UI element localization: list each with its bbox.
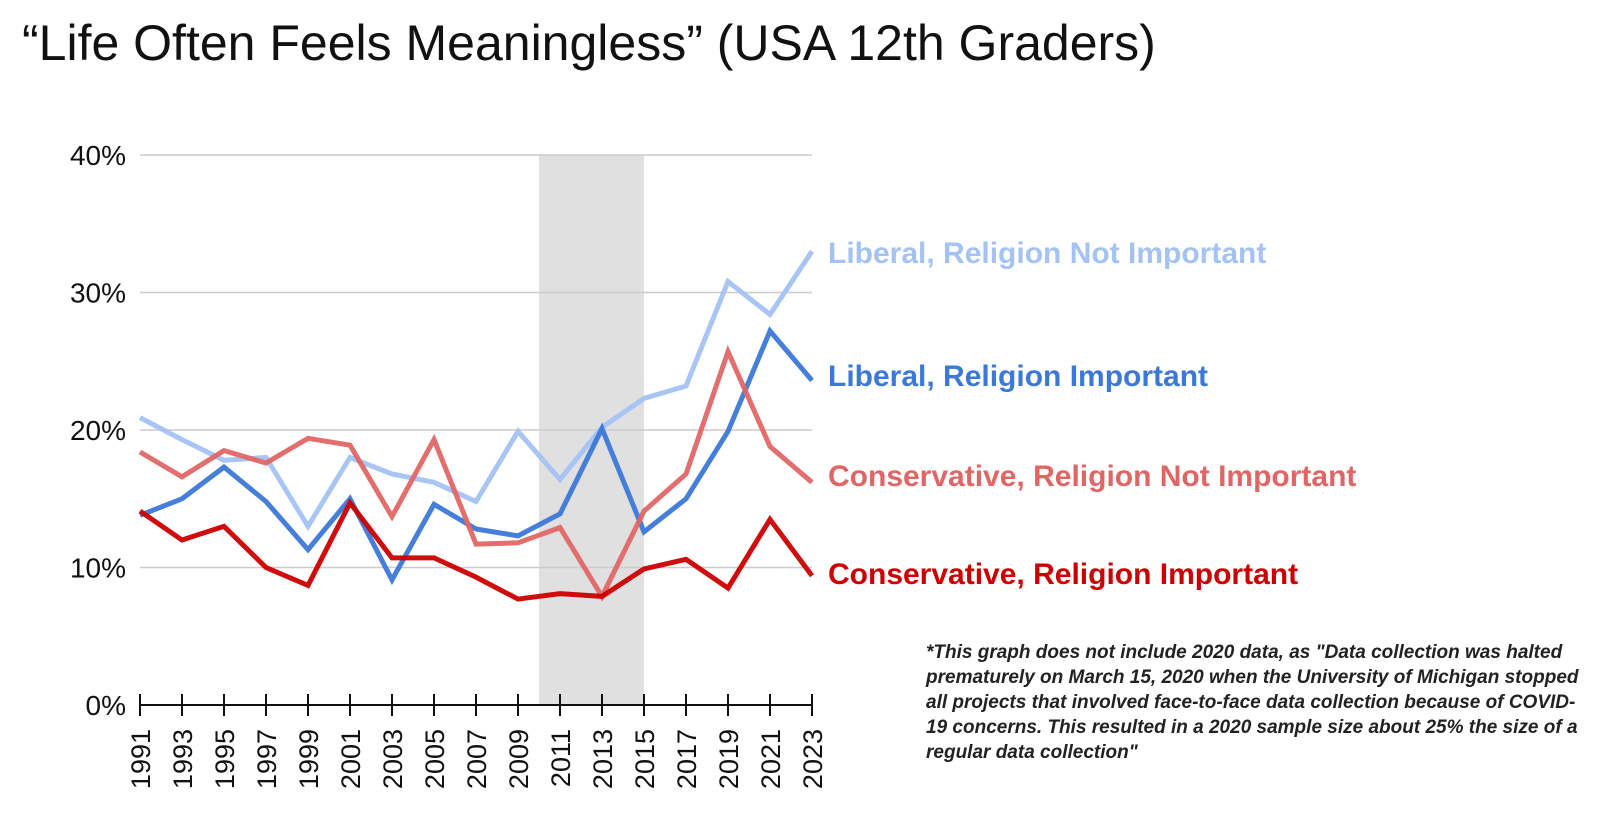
- x-tick-label: 1991: [126, 729, 156, 789]
- series-line: [138, 498, 815, 602]
- x-tick-label: 2003: [378, 729, 408, 789]
- series-label: Liberal, Religion Important: [828, 360, 1208, 393]
- chart-title: “Life Often Feels Meaningless” (USA 12th…: [22, 15, 1156, 71]
- x-tick-label: 2011: [546, 729, 576, 787]
- y-tick-label: 0%: [86, 690, 126, 721]
- x-tick-label: 1995: [210, 729, 240, 789]
- series-label: Liberal, Religion Not Important: [828, 237, 1266, 270]
- x-tick-label: 2007: [462, 729, 492, 789]
- y-tick-label: 10%: [70, 553, 126, 584]
- series-label: Conservative, Religion Not Important: [828, 460, 1356, 493]
- x-tick-label: 2019: [714, 729, 744, 789]
- x-tick-label: 1993: [168, 729, 198, 789]
- x-tick-label: 2021: [756, 729, 786, 789]
- series-line: [139, 326, 814, 586]
- x-tick-label: 2013: [588, 729, 618, 789]
- series-label: Conservative, Religion Important: [828, 558, 1298, 591]
- chart-footnote: *This graph does not include 2020 data, …: [926, 642, 1579, 763]
- y-tick-label: 20%: [70, 415, 126, 446]
- x-tick-label: 2017: [672, 729, 702, 789]
- series-line: [138, 344, 814, 602]
- x-tick-label: 2015: [630, 729, 660, 789]
- x-tick-label: 2005: [420, 729, 450, 789]
- x-tick-label: 2023: [798, 729, 828, 789]
- x-tick-label: 2001: [336, 729, 366, 789]
- y-tick-label: 30%: [70, 278, 126, 309]
- x-tick-label: 1997: [252, 729, 282, 789]
- x-tick-label: 2009: [504, 729, 534, 789]
- y-tick-label: 40%: [70, 140, 126, 171]
- x-tick-label: 1999: [294, 729, 324, 789]
